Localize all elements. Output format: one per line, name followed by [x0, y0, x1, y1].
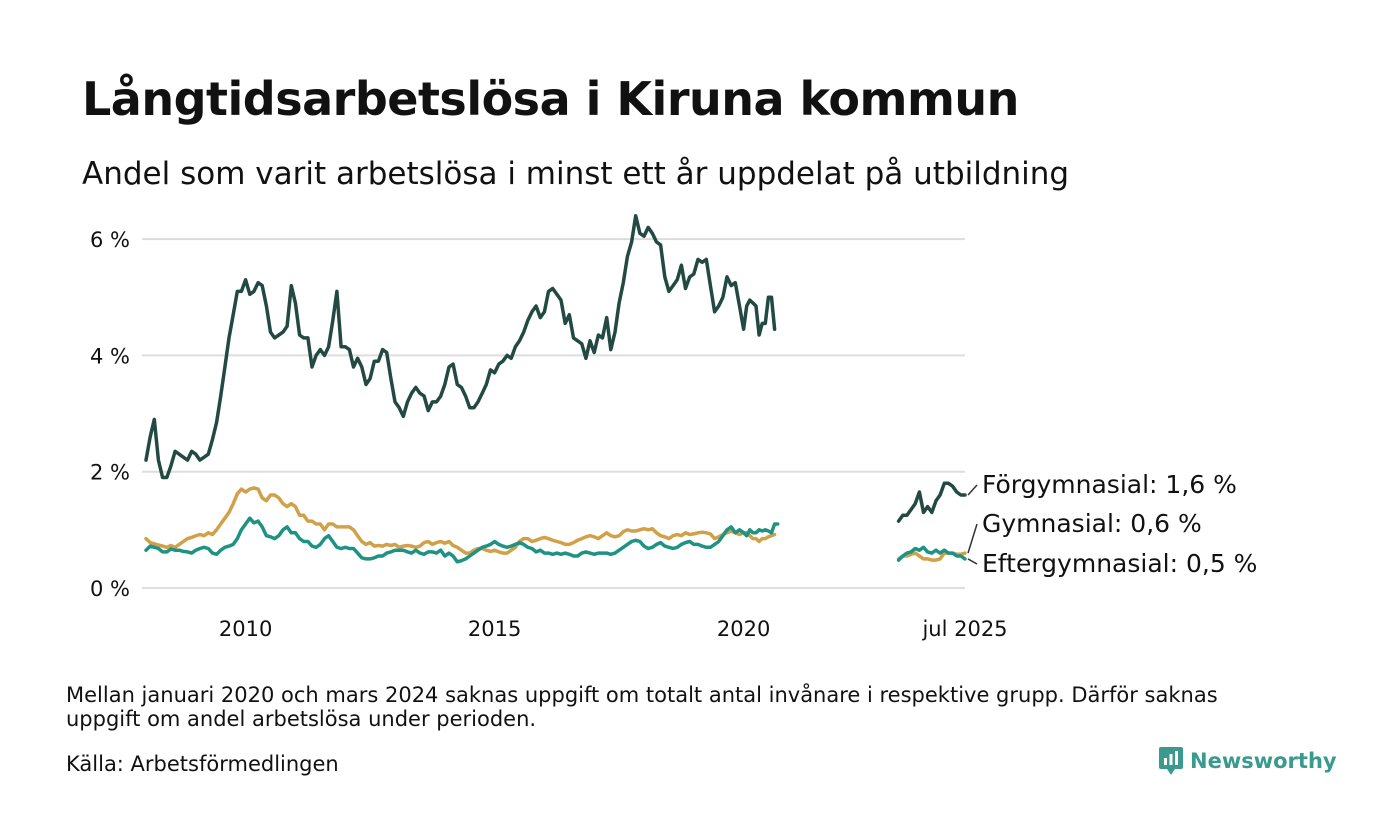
series-end-label-eftergymnasial: Eftergymnasial: 0,5 %	[982, 549, 1257, 578]
source-text: Källa: Arbetsförmedlingen	[66, 752, 339, 776]
chart-title: Långtidsarbetslösa i Kiruna kommun	[82, 72, 1019, 126]
x-tick-label: 2020	[717, 617, 770, 641]
footnote: Mellan januari 2020 och mars 2024 saknas…	[66, 683, 1218, 731]
label-leader-line	[967, 558, 978, 565]
series-line-förgymnasial	[144, 214, 777, 480]
series-end-label-gymnasial: Gymnasial: 0,6 %	[982, 509, 1202, 538]
series-end-label-förgymnasial: Förgymnasial: 1,6 %	[982, 470, 1237, 499]
series-end-labels: Förgymnasial: 1,6 % Gymnasial: 0,6 % Efter…	[967, 470, 1257, 578]
newsworthy-logo-icon	[1159, 747, 1183, 775]
newsworthy-logo-text: Newsworthy	[1190, 749, 1337, 773]
y-tick-label: 0 %	[90, 577, 130, 601]
gridlines	[142, 238, 965, 589]
chart-subtitle: Andel som varit arbetslösa i minst ett å…	[82, 156, 1070, 192]
series-lines	[144, 214, 967, 564]
series-line-gymnasial	[144, 486, 777, 555]
label-leader-line	[967, 484, 978, 496]
x-tick-label: jul 2025	[921, 617, 1007, 641]
y-axis-ticks: 0 % 2 % 4 % 6 %	[90, 228, 130, 601]
x-axis-ticks: 2010 2015 2020 jul 2025	[219, 617, 1008, 641]
x-tick-label: 2015	[468, 617, 521, 641]
label-leader-line	[967, 523, 978, 554]
series-line-eftergymnasial	[896, 545, 967, 562]
y-tick-label: 2 %	[90, 461, 130, 485]
newsworthy-logo[interactable]: Newsworthy	[1158, 746, 1337, 776]
series-line-förgymnasial	[896, 481, 967, 523]
y-tick-label: 6 %	[90, 228, 130, 252]
series-line-eftergymnasial	[144, 516, 780, 564]
x-tick-label: 2010	[219, 617, 272, 641]
y-tick-label: 4 %	[90, 344, 130, 368]
